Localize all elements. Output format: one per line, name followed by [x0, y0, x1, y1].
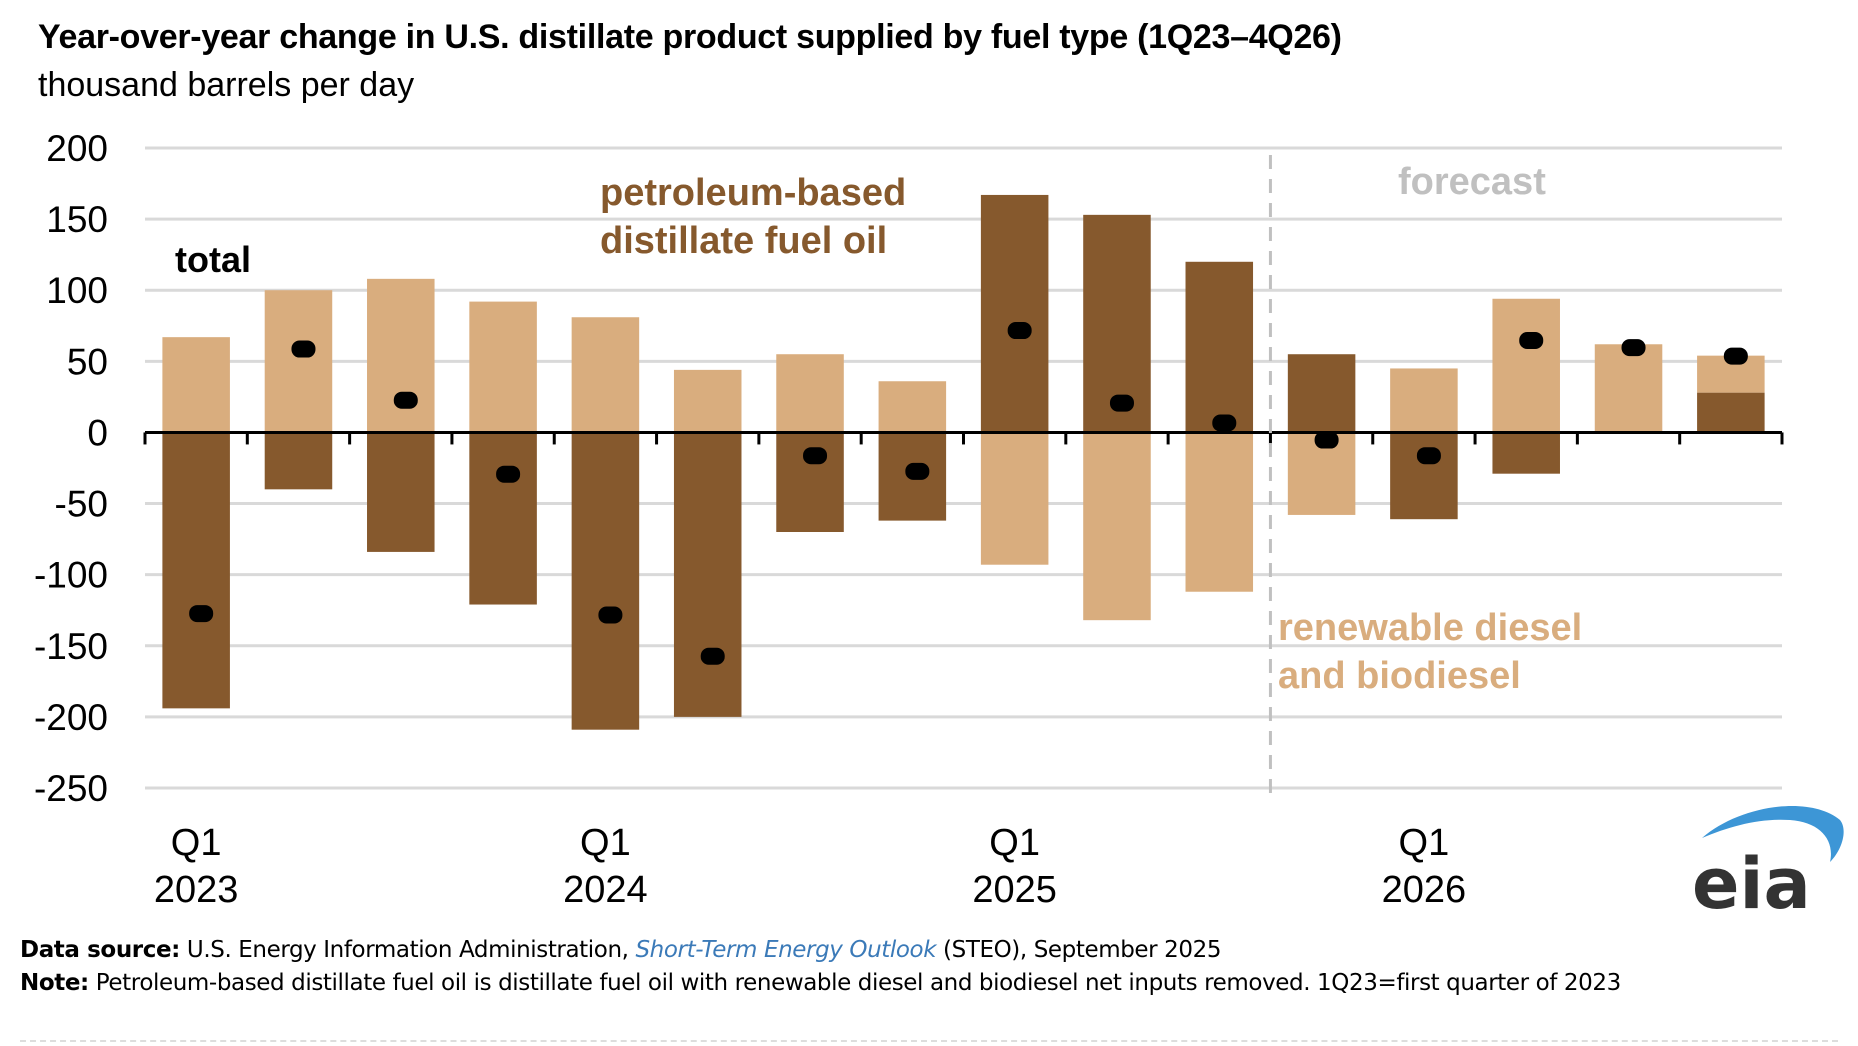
chart-subtitle: thousand barrels per day — [38, 66, 415, 104]
petroleum-bar — [264, 432, 333, 490]
x-tick-label-quarter: Q1 — [171, 822, 222, 864]
petroleum-bar — [469, 432, 537, 605]
data-source-text: U.S. Energy Information Administration, — [179, 937, 636, 963]
data-source-label: Data source: — [20, 937, 180, 963]
x-tick-label-year: 2024 — [563, 869, 648, 911]
renewable-bar — [878, 381, 947, 433]
total-markers — [189, 322, 1748, 665]
total-marker — [1314, 431, 1339, 449]
petroleum-bar — [1185, 261, 1254, 433]
y-tick-label: -50 — [55, 484, 108, 525]
renewable-annotation-line1: renewable diesel — [1278, 607, 1582, 649]
renewable-bar — [1083, 432, 1151, 621]
renewable-bar — [469, 301, 537, 433]
eia-logo-swoosh-icon — [1702, 806, 1844, 862]
total-marker — [393, 391, 418, 409]
note-label: Note: — [20, 970, 89, 996]
renewable-bar — [776, 354, 844, 433]
note: Note: Petroleum-based distillate fuel oi… — [20, 970, 1621, 996]
x-tick-label-quarter: Q1 — [989, 822, 1040, 864]
petroleum-bar — [162, 432, 230, 709]
x-axis-labels: Q1 2023 Q1 2024 Q1 2025 Q1 2026 — [154, 822, 1466, 911]
x-tick-label-year: 2023 — [154, 869, 239, 911]
data-source-tail: (STEO), September 2025 — [936, 937, 1222, 963]
total-marker — [1416, 447, 1441, 465]
y-tick-label: 50 — [67, 341, 108, 382]
total-annotation: total — [175, 239, 251, 280]
renewable-bar — [571, 317, 640, 433]
petroleum-bar — [1697, 392, 1765, 433]
total-marker — [189, 605, 214, 623]
y-tick-label: 200 — [46, 128, 108, 169]
renewable-bar — [673, 369, 742, 433]
y-tick-label: -150 — [34, 626, 108, 667]
petroleum-bar — [1492, 432, 1560, 474]
chart-title: Year-over-year change in U.S. distillate… — [38, 18, 1342, 56]
steo-link[interactable]: Short-Term Energy Outlook — [635, 937, 937, 963]
eia-logo: eia — [1692, 806, 1844, 915]
y-tick-label: -200 — [34, 697, 108, 738]
total-marker — [1723, 347, 1748, 365]
petroleum-annotation-line1: petroleum-based — [600, 172, 906, 214]
renewable-bar — [264, 290, 333, 433]
renewable-bar — [1492, 298, 1560, 433]
y-tick-label: 100 — [46, 270, 108, 311]
forecast-annotation: forecast — [1398, 161, 1546, 203]
renewable-bar — [980, 432, 1049, 565]
petroleum-bar — [980, 194, 1049, 433]
total-marker — [1621, 339, 1646, 357]
data-source: Data source: U.S. Energy Information Adm… — [20, 937, 1221, 963]
petroleum-bar — [1287, 354, 1356, 433]
renewable-bar — [162, 337, 230, 433]
x-tick-label-quarter: Q1 — [1399, 822, 1450, 864]
renewable-bar — [1594, 344, 1663, 433]
y-axis-ticks: 200 150 100 50 0 -50 -100 -150 -200 -250 — [34, 128, 108, 809]
petroleum-annotation-line2: distillate fuel oil — [600, 220, 887, 262]
y-tick-label: -100 — [34, 555, 108, 596]
total-marker — [1007, 322, 1032, 340]
total-marker — [1519, 332, 1544, 349]
total-marker — [803, 447, 828, 465]
total-marker — [598, 606, 623, 624]
y-tick-label: -250 — [34, 768, 108, 809]
total-marker — [496, 465, 521, 483]
petroleum-bar — [1390, 432, 1458, 520]
petroleum-bar — [673, 432, 742, 717]
x-axis — [143, 430, 1784, 445]
y-tick-label: 150 — [46, 199, 108, 240]
petroleum-bar — [571, 432, 640, 730]
footer-divider — [20, 1040, 1838, 1042]
total-marker — [1109, 394, 1134, 412]
eia-logo-text: eia — [1692, 843, 1811, 915]
renewable-bar — [367, 278, 435, 433]
renewable-bar — [1390, 368, 1458, 433]
petroleum-bar — [367, 432, 435, 552]
renewable-bar — [1185, 432, 1254, 592]
x-tick-label-year: 2026 — [1382, 869, 1467, 911]
total-marker — [700, 647, 725, 665]
bars — [162, 194, 1765, 730]
renewable-annotation-line2: and biodiesel — [1278, 655, 1521, 697]
total-marker — [291, 340, 316, 358]
total-marker — [1212, 414, 1237, 432]
x-tick-label-year: 2025 — [972, 869, 1057, 911]
x-tick-label-quarter: Q1 — [580, 822, 631, 864]
note-text: Petroleum-based distillate fuel oil is d… — [88, 970, 1622, 996]
y-tick-label: 0 — [87, 412, 108, 453]
total-marker — [905, 462, 930, 480]
